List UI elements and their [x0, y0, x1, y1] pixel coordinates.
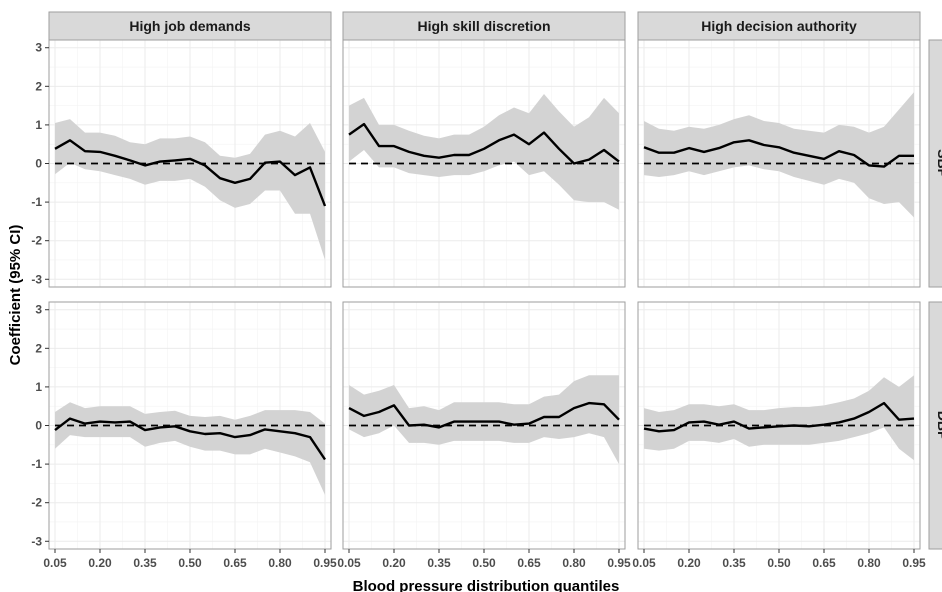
column-strip-label: High job demands [129, 18, 251, 34]
x-tick-label: 0.20 [677, 556, 701, 570]
y-tick-label: -2 [31, 496, 42, 510]
x-tick-label: 0.50 [767, 556, 791, 570]
y-tick-label: -3 [31, 272, 42, 286]
row-strip-label: DBP [935, 411, 942, 441]
confidence-band [349, 375, 619, 465]
coefficient-line [54, 139, 327, 207]
row-strip [928, 39, 942, 288]
y-tick-label: 2 [35, 341, 42, 355]
y-tick-label: -1 [31, 195, 42, 209]
y-tick-label: -2 [31, 234, 42, 248]
column-strip [342, 11, 626, 41]
panel-border [637, 39, 921, 288]
facet-panel: 0.05 0.20 0.35 0.50 0.65 0.80 0.95 [632, 301, 926, 570]
x-tick-label: 0.95 [313, 556, 337, 570]
x-tick-label: 0.95 [607, 556, 631, 570]
facet-panel: -3 -2 -1 0 1 2 3 [31, 39, 332, 288]
coefficient-line [643, 139, 914, 168]
x-tick-label: 0.35 [133, 556, 157, 570]
x-axis-title: Blood pressure distribution quantiles [353, 578, 620, 592]
column-strip [637, 11, 921, 41]
column-strip-label: High skill discretion [417, 18, 550, 34]
coefficient-line [348, 401, 620, 429]
row-strip [928, 301, 942, 550]
y-tick-label: 1 [35, 118, 42, 132]
coefficient-line [643, 401, 915, 433]
facet-panel [637, 39, 921, 288]
row-strip-label: SBP [935, 149, 942, 178]
x-tick-label: 0.65 [223, 556, 247, 570]
confidence-band [349, 94, 619, 210]
y-tick-label: -3 [31, 534, 42, 548]
x-tick-label: 0.05 [632, 556, 656, 570]
x-tick-label: 0.80 [562, 556, 586, 570]
facet-panel: -3 -2 -1 0 1 2 3 0.05 0.20 0.35 0.50 0.65 0.80 0.95 [31, 301, 337, 570]
panels-layer: High job demands High skill discretion Hig… [31, 11, 942, 570]
x-tick-label: 0.05 [337, 556, 361, 570]
x-tick-label: 0.80 [268, 556, 292, 570]
y-tick-label: 3 [35, 303, 42, 317]
x-tick-label: 0.05 [43, 556, 67, 570]
facet-panel: 0.05 0.20 0.35 0.50 0.65 0.80 0.95 [337, 301, 631, 570]
y-tick-label: 1 [35, 380, 42, 394]
x-tick-label: 0.35 [722, 556, 746, 570]
x-tick-label: 0.80 [857, 556, 881, 570]
y-tick-label: 3 [35, 41, 42, 55]
x-tick-label: 0.65 [517, 556, 541, 570]
column-strip [48, 11, 332, 41]
coefficient-line [348, 122, 620, 165]
confidence-band [55, 119, 325, 260]
column-strip-label: High decision authority [701, 18, 857, 34]
confidence-band [644, 375, 914, 461]
y-axis-title: Coefficient (95% CI) [7, 225, 24, 366]
x-tick-label: 0.35 [427, 556, 451, 570]
y-tick-label: 0 [35, 419, 42, 433]
x-tick-label: 0.20 [382, 556, 406, 570]
x-tick-label: 0.65 [812, 556, 836, 570]
x-tick-label: 0.50 [472, 556, 496, 570]
confidence-band [55, 402, 325, 495]
coefficient-line [54, 417, 326, 461]
x-tick-label: 0.95 [902, 556, 926, 570]
panel-border [342, 39, 626, 288]
x-tick-label: 0.20 [88, 556, 112, 570]
confidence-band [644, 92, 914, 218]
y-tick-label: 0 [35, 157, 42, 171]
y-tick-label: -1 [31, 457, 42, 471]
y-tick-label: 2 [35, 79, 42, 93]
x-tick-label: 0.50 [178, 556, 202, 570]
facet-panel [342, 39, 626, 288]
